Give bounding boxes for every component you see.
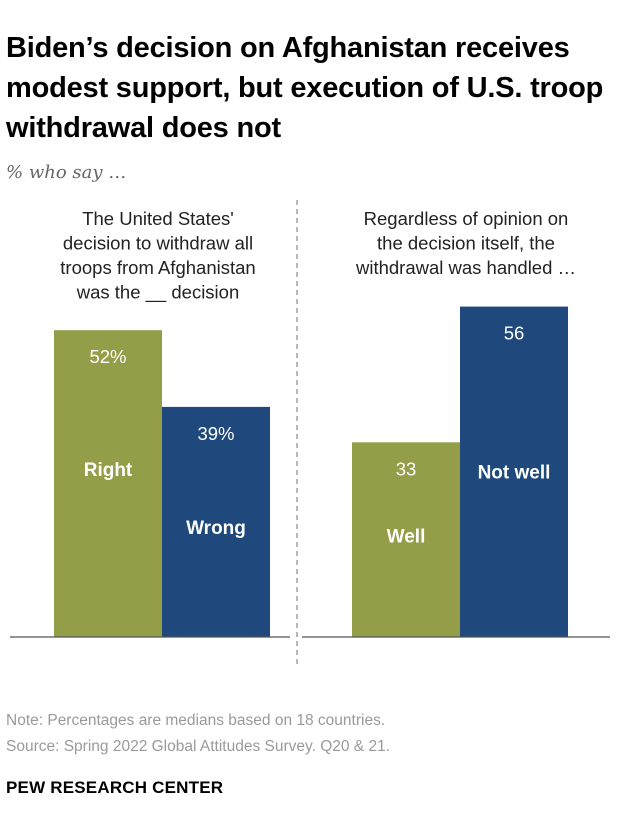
chart-subtitle: % who say … <box>6 162 127 183</box>
pew-logo-text: PEW RESEARCH CENTER <box>6 778 224 797</box>
note-text: Note: Percentages are medians based on 1… <box>6 712 386 729</box>
panel-label-line: the decision itself, the <box>377 233 555 254</box>
category-label: Well <box>387 526 426 547</box>
chart-title: Biden’s decision on Afghanistan receives… <box>6 32 604 144</box>
panel-label-line: withdrawal was handled … <box>355 257 576 278</box>
bar-not-well <box>460 306 568 637</box>
source-text: Source: Spring 2022 Global Attitudes Sur… <box>6 738 390 755</box>
value-label: 39% <box>197 423 234 444</box>
value-label: 33 <box>396 458 417 479</box>
category-label: Wrong <box>186 518 246 539</box>
bar-right <box>54 330 162 637</box>
panel-label-line: troops from Afghanistan <box>60 257 255 278</box>
category-label: Not well <box>478 463 551 484</box>
category-label: Right <box>84 460 133 481</box>
bar-chart: The United States' decision to withdraw a… <box>10 200 610 665</box>
panel-label-line: decision to withdraw all <box>63 233 253 254</box>
bar-well <box>352 442 460 637</box>
panel-label-line: Regardless of opinion on <box>364 208 569 229</box>
panel-label-line: was the __ decision <box>76 282 240 304</box>
value-label: 56 <box>504 323 525 344</box>
bar-wrong <box>162 406 270 637</box>
panel-label-line: The United States' <box>82 208 234 229</box>
value-label: 52% <box>89 346 126 367</box>
